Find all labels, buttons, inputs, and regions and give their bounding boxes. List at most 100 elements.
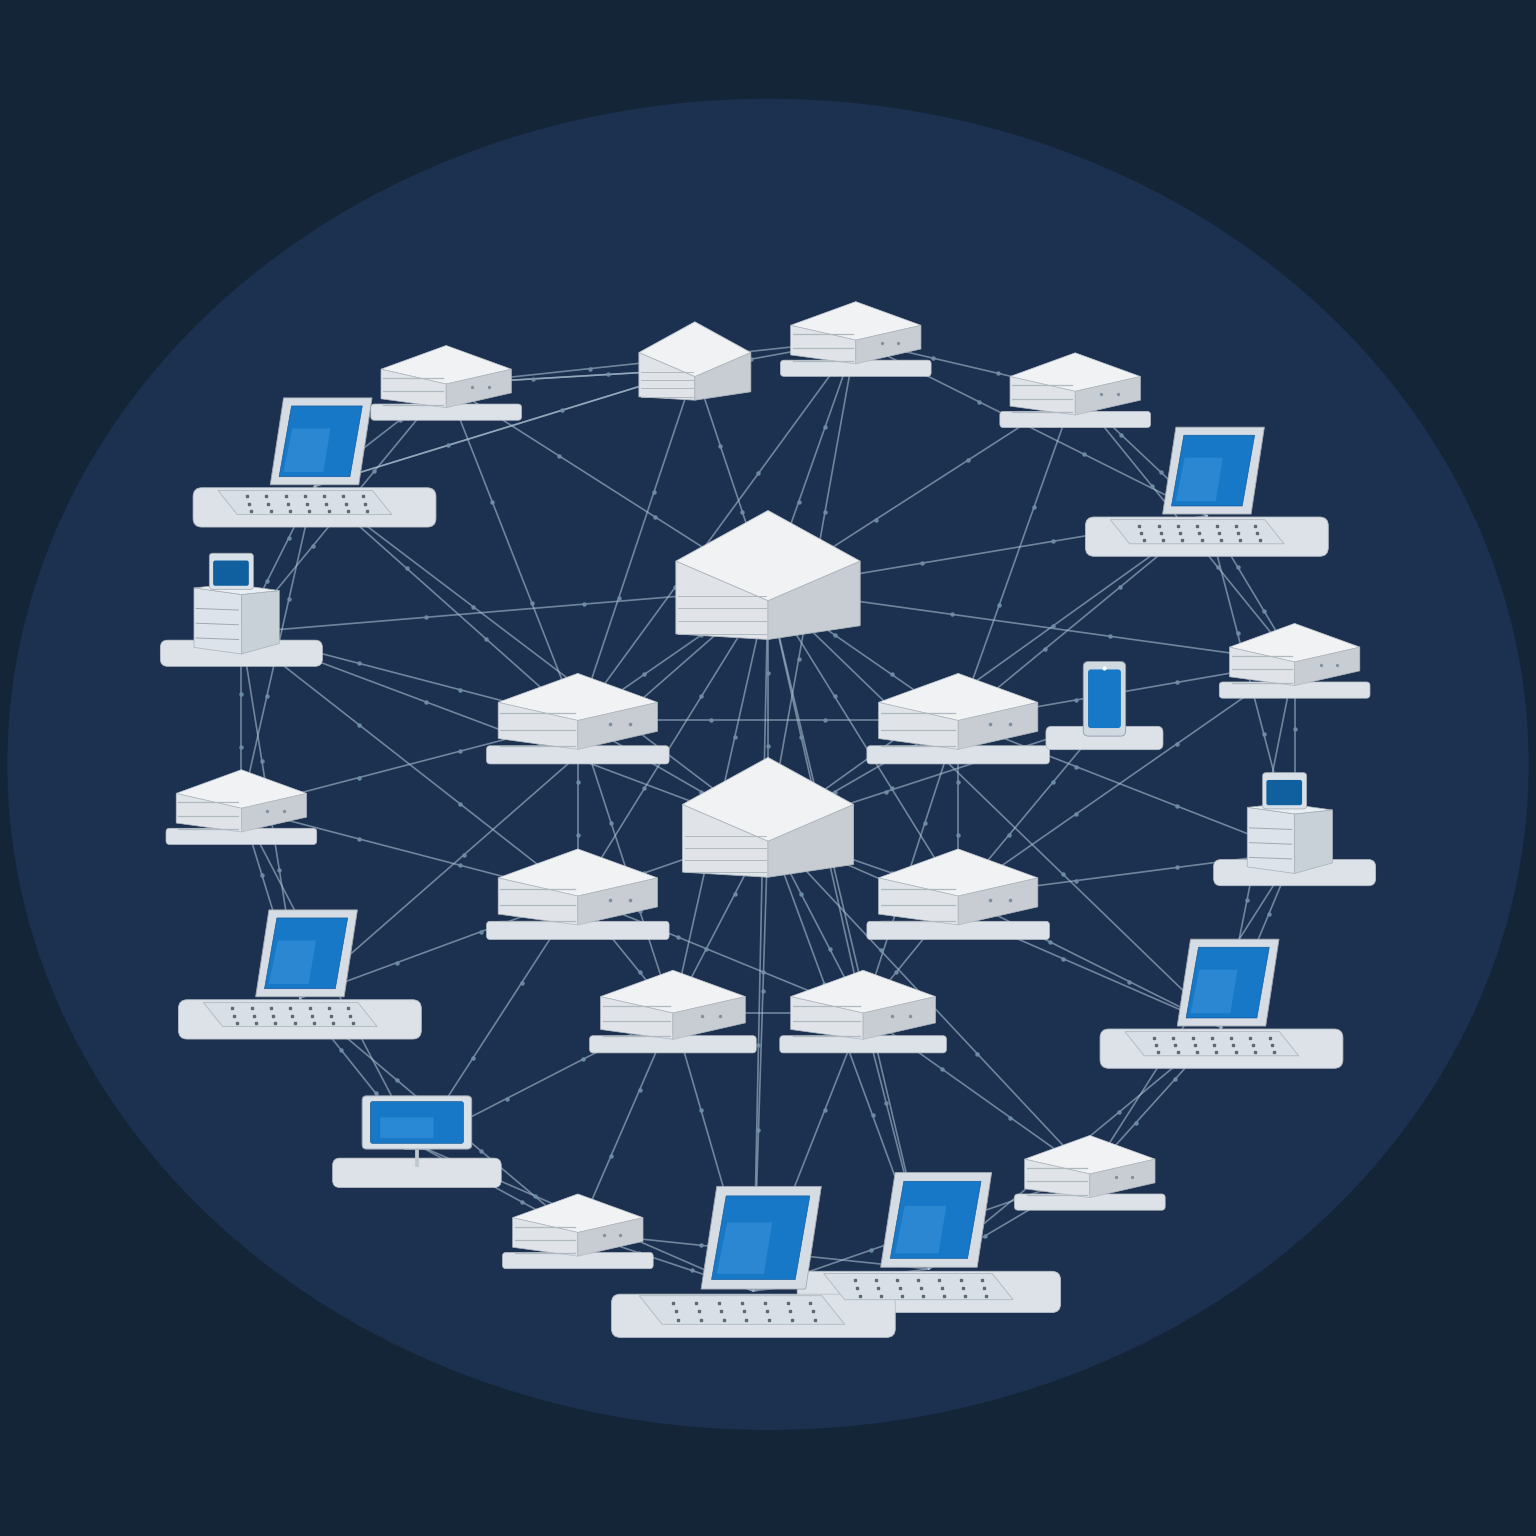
Polygon shape xyxy=(682,805,768,877)
Polygon shape xyxy=(791,326,856,364)
Polygon shape xyxy=(717,1223,773,1273)
Ellipse shape xyxy=(121,198,1415,1330)
Polygon shape xyxy=(203,1003,378,1026)
Polygon shape xyxy=(1177,458,1223,501)
FancyBboxPatch shape xyxy=(178,1000,421,1038)
Polygon shape xyxy=(381,369,445,407)
Polygon shape xyxy=(284,429,330,472)
Polygon shape xyxy=(1011,376,1075,415)
Polygon shape xyxy=(879,849,1038,895)
Polygon shape xyxy=(639,1296,845,1324)
FancyBboxPatch shape xyxy=(780,1035,946,1052)
Polygon shape xyxy=(1229,624,1359,662)
FancyBboxPatch shape xyxy=(333,1158,501,1187)
FancyBboxPatch shape xyxy=(487,746,670,763)
Polygon shape xyxy=(791,997,863,1040)
Polygon shape xyxy=(639,323,751,376)
Polygon shape xyxy=(241,794,307,833)
Polygon shape xyxy=(682,757,854,842)
Polygon shape xyxy=(269,940,316,985)
Polygon shape xyxy=(700,1186,822,1289)
FancyBboxPatch shape xyxy=(1263,773,1307,809)
Polygon shape xyxy=(177,794,241,833)
Ellipse shape xyxy=(235,298,1301,1230)
FancyBboxPatch shape xyxy=(502,1252,653,1269)
Polygon shape xyxy=(768,805,854,877)
Ellipse shape xyxy=(178,249,1358,1279)
Polygon shape xyxy=(1229,647,1295,685)
Polygon shape xyxy=(791,301,922,339)
FancyBboxPatch shape xyxy=(487,922,670,940)
FancyBboxPatch shape xyxy=(166,828,316,845)
Polygon shape xyxy=(856,326,922,364)
Polygon shape xyxy=(694,353,751,401)
FancyBboxPatch shape xyxy=(214,561,249,585)
Polygon shape xyxy=(578,702,657,750)
Polygon shape xyxy=(1295,647,1359,685)
Polygon shape xyxy=(601,971,745,1014)
FancyBboxPatch shape xyxy=(1100,1029,1342,1069)
Polygon shape xyxy=(879,673,1038,720)
Polygon shape xyxy=(513,1218,578,1256)
FancyBboxPatch shape xyxy=(1220,682,1370,699)
Polygon shape xyxy=(1295,809,1333,874)
Polygon shape xyxy=(1190,969,1238,1014)
FancyBboxPatch shape xyxy=(1213,860,1376,886)
Polygon shape xyxy=(676,510,860,601)
FancyBboxPatch shape xyxy=(780,359,931,376)
Polygon shape xyxy=(218,490,392,515)
Polygon shape xyxy=(879,702,958,750)
Polygon shape xyxy=(1025,1160,1091,1198)
Polygon shape xyxy=(891,1181,982,1258)
FancyBboxPatch shape xyxy=(590,1035,756,1052)
FancyBboxPatch shape xyxy=(1086,518,1329,556)
FancyBboxPatch shape xyxy=(611,1295,895,1338)
Ellipse shape xyxy=(65,149,1471,1379)
FancyBboxPatch shape xyxy=(1000,412,1150,427)
Polygon shape xyxy=(1172,435,1255,505)
Polygon shape xyxy=(513,1193,644,1232)
Polygon shape xyxy=(1011,353,1140,392)
FancyBboxPatch shape xyxy=(362,1095,472,1149)
FancyBboxPatch shape xyxy=(1087,670,1121,728)
FancyBboxPatch shape xyxy=(381,1118,433,1138)
Polygon shape xyxy=(270,398,372,485)
Polygon shape xyxy=(895,1206,946,1253)
FancyBboxPatch shape xyxy=(866,746,1049,763)
Polygon shape xyxy=(578,879,657,925)
Polygon shape xyxy=(673,997,745,1040)
Polygon shape xyxy=(264,919,347,989)
Polygon shape xyxy=(255,909,358,997)
FancyBboxPatch shape xyxy=(209,553,253,590)
Polygon shape xyxy=(791,971,935,1014)
FancyBboxPatch shape xyxy=(1083,662,1126,736)
Polygon shape xyxy=(445,369,511,407)
FancyBboxPatch shape xyxy=(194,488,436,527)
Polygon shape xyxy=(958,702,1038,750)
Polygon shape xyxy=(241,590,280,654)
FancyBboxPatch shape xyxy=(1014,1193,1166,1210)
Ellipse shape xyxy=(8,98,1528,1430)
Polygon shape xyxy=(381,346,511,384)
Polygon shape xyxy=(676,561,768,639)
Polygon shape xyxy=(498,673,657,720)
Polygon shape xyxy=(498,702,578,750)
FancyBboxPatch shape xyxy=(1266,780,1303,805)
Polygon shape xyxy=(194,588,241,654)
Polygon shape xyxy=(194,584,280,594)
Polygon shape xyxy=(1075,376,1140,415)
Polygon shape xyxy=(711,1197,809,1279)
Polygon shape xyxy=(1025,1135,1155,1174)
Polygon shape xyxy=(958,879,1038,925)
Polygon shape xyxy=(863,997,935,1040)
Polygon shape xyxy=(639,353,694,401)
FancyBboxPatch shape xyxy=(797,1272,1060,1313)
FancyBboxPatch shape xyxy=(866,922,1049,940)
FancyBboxPatch shape xyxy=(160,641,323,667)
Polygon shape xyxy=(1177,938,1279,1026)
Polygon shape xyxy=(177,770,307,808)
FancyBboxPatch shape xyxy=(1046,727,1163,750)
Polygon shape xyxy=(280,406,362,476)
Polygon shape xyxy=(1091,1160,1155,1198)
Polygon shape xyxy=(879,879,958,925)
